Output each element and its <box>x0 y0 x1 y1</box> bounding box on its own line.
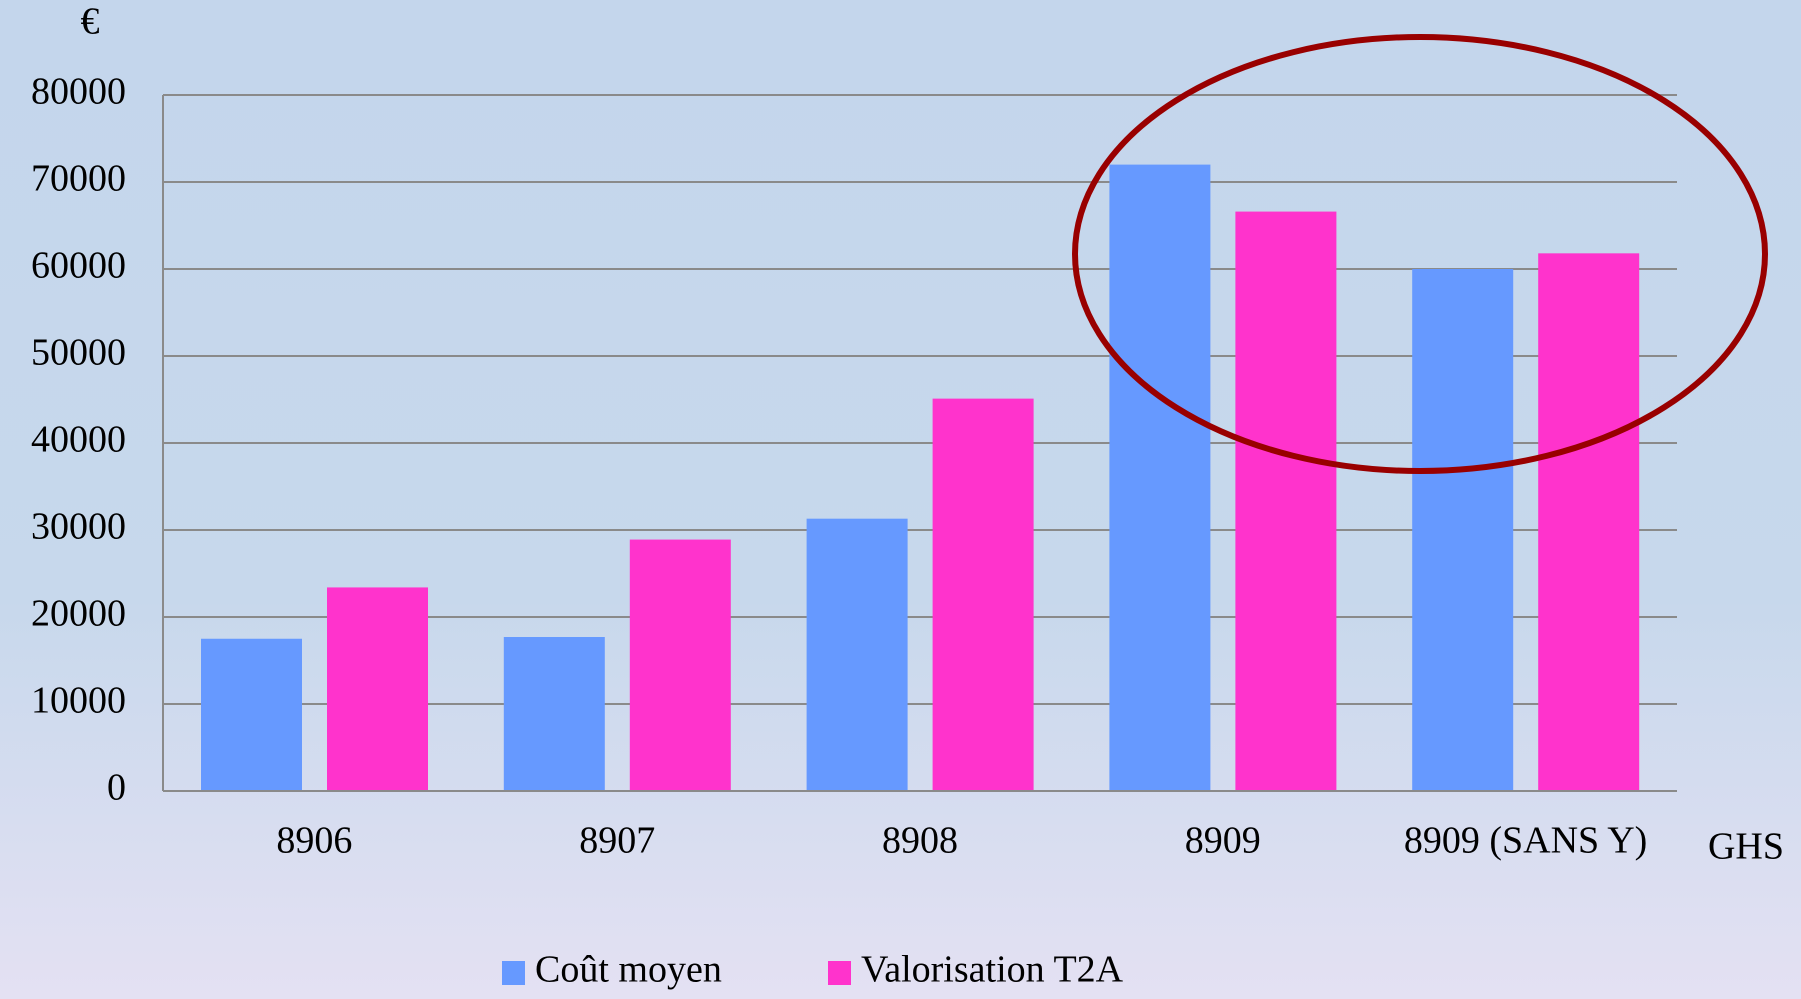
y-tick-label: 20000 <box>31 593 126 635</box>
x-tick-label: 8909 <box>1185 820 1261 862</box>
bar <box>201 638 302 791</box>
legend-swatch <box>828 961 851 985</box>
highlight-ellipse <box>1072 34 1768 474</box>
bar <box>1412 269 1514 791</box>
legend-swatch <box>502 961 525 985</box>
x-tick-label: 8908 <box>882 820 958 862</box>
bar <box>806 518 908 791</box>
bar <box>1235 211 1337 791</box>
y-tick-label: 80000 <box>31 71 126 113</box>
y-tick-label: 10000 <box>31 680 126 722</box>
x-tick-label: 8909 (SANS Y) <box>1404 820 1648 862</box>
legend-label: Valorisation T2A <box>861 949 1124 991</box>
bar <box>932 398 1034 791</box>
bar <box>503 637 605 791</box>
bar <box>1538 253 1640 792</box>
x-axis-label: GHS <box>1708 826 1784 868</box>
bar <box>327 587 428 791</box>
bar <box>1109 164 1211 792</box>
bar <box>629 539 731 791</box>
y-axis-label: € <box>81 1 100 43</box>
y-tick-label: 50000 <box>31 332 126 374</box>
legend-label: Coût moyen <box>535 949 722 991</box>
y-tick-label: 70000 <box>31 158 126 200</box>
y-tick-label: 40000 <box>31 419 126 461</box>
y-tick-label: 0 <box>107 767 126 809</box>
x-tick-label: 8907 <box>579 820 655 862</box>
plot: 0 10000 20000 30000 40000 50000 60000 70000 8000… <box>31 71 1677 991</box>
y-tick-label: 60000 <box>31 245 126 287</box>
y-tick-label: 30000 <box>31 506 126 548</box>
x-tick-label: 8906 <box>276 820 352 862</box>
